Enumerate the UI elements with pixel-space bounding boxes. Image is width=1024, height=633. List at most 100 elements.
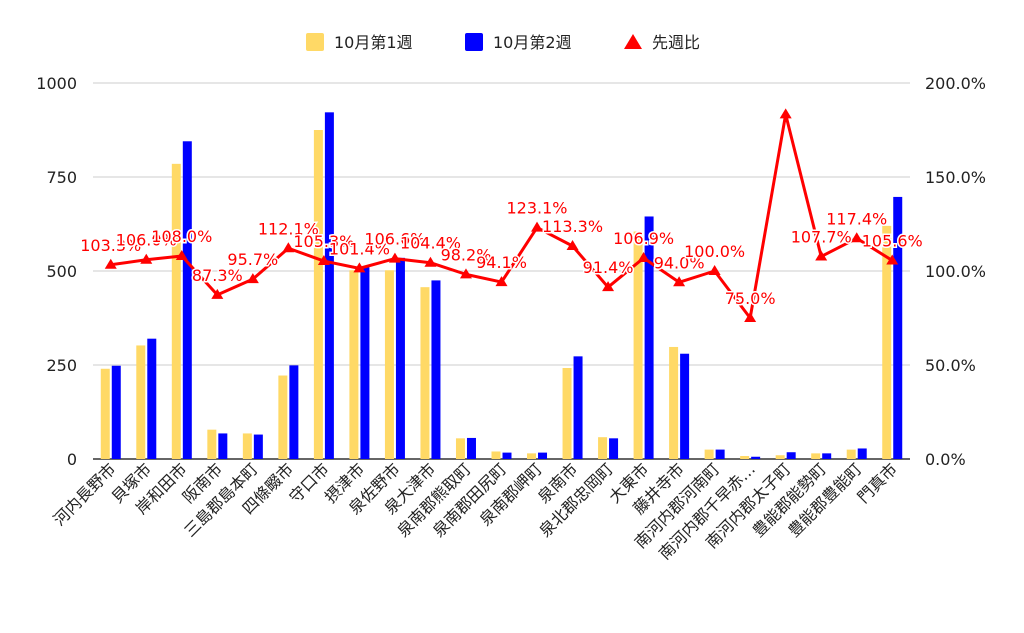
bar-week2	[218, 433, 228, 459]
right-axis-tick-label: 200.0%	[925, 74, 986, 93]
line-point-marker	[531, 221, 544, 232]
bar-week1	[136, 345, 146, 459]
bar-week1	[527, 453, 537, 459]
line-data-label: 94.0%	[654, 253, 705, 272]
line-point-marker	[708, 265, 721, 275]
bar-week2	[573, 356, 583, 459]
bar-week1	[633, 231, 643, 459]
line-point-marker	[388, 252, 401, 263]
bar-week1	[455, 438, 465, 459]
line-data-label: 123.1%	[507, 199, 568, 218]
bar-week1	[882, 225, 892, 459]
bar-week1	[171, 163, 181, 459]
left-axis-tick-label: 750	[46, 168, 77, 187]
bar-week2	[680, 353, 690, 459]
bar-week2	[502, 452, 512, 459]
bar-week2	[857, 448, 867, 459]
line-data-label: 98.2%	[441, 245, 492, 264]
x-tick-label: 門真市	[854, 459, 901, 506]
left-axis-tick-label: 500	[46, 262, 77, 281]
line-point-marker	[175, 249, 188, 260]
bar-week2	[324, 112, 334, 459]
bar-week1	[313, 130, 323, 459]
bar-week2	[538, 452, 548, 459]
legend-label-week1: 10月第1週	[334, 33, 413, 52]
line-data-label: 117.4%	[826, 209, 887, 228]
line-data-label: 105.3%	[293, 232, 354, 251]
bar-week1	[740, 455, 750, 459]
line-data-label: 107.7%	[791, 228, 852, 247]
bar-week2	[182, 141, 192, 459]
line-point-marker	[353, 262, 366, 273]
line-data-label: 113.3%	[542, 217, 603, 236]
bar-week2	[360, 267, 370, 459]
line-point-marker	[779, 108, 792, 119]
bar-week1	[207, 429, 217, 459]
line-point-marker	[424, 256, 437, 267]
legend: 10月第1週 10月第2週 先週比	[306, 33, 700, 52]
line-data-label: 106.9%	[613, 229, 674, 248]
legend-label-ratio: 先週比	[652, 33, 700, 52]
bar-series-group	[100, 112, 903, 460]
x-tick-label: 守口市	[285, 459, 332, 506]
right-axis-tick-label: 150.0%	[925, 168, 986, 187]
bar-week2	[609, 438, 619, 459]
bar-week2	[786, 452, 796, 459]
bar-week2	[751, 456, 761, 459]
line-data-label: 106.0%	[116, 231, 177, 250]
line-data-label: 108.0%	[151, 227, 212, 246]
bar-week1	[384, 270, 394, 459]
bar-week2	[893, 196, 903, 460]
left-axis-tick-label: 0	[67, 450, 77, 469]
bar-week1	[775, 455, 785, 459]
bar-week2	[715, 449, 725, 459]
bar-week1	[491, 451, 501, 459]
left-axis-tick-label: 1000	[36, 74, 77, 93]
legend-swatch-week1	[306, 33, 324, 51]
line-point-marker	[886, 254, 899, 265]
bar-week2	[822, 453, 832, 459]
left-axis-ticks: 0 250 500 750 1000	[36, 74, 77, 469]
bar-week2	[111, 365, 121, 459]
right-axis-tick-label: 100.0%	[925, 262, 986, 281]
line-point-marker	[317, 255, 330, 266]
bar-week1	[349, 270, 359, 459]
bar-week1	[669, 346, 679, 459]
line-point-marker	[744, 312, 757, 322]
line-data-label: 100.0%	[684, 242, 745, 261]
bar-week1	[562, 368, 572, 459]
right-axis-tick-label: 0.0%	[925, 450, 966, 469]
line-point-marker	[246, 273, 259, 284]
line-data-label: 101.4%	[329, 239, 390, 258]
line-point-marker	[459, 268, 472, 279]
bar-week1	[811, 453, 821, 459]
bar-week2	[253, 434, 263, 459]
legend-label-week2: 10月第2週	[493, 33, 572, 52]
line-data-label: 103.3%	[80, 236, 141, 255]
bar-week2	[395, 257, 405, 459]
line-point-marker	[282, 242, 295, 253]
bar-week1	[278, 375, 288, 459]
line-point-marker	[211, 288, 224, 299]
bar-week2	[644, 216, 654, 459]
bar-week1	[100, 368, 110, 459]
line-point-marker	[495, 276, 508, 287]
line-point-marker	[815, 250, 828, 261]
bar-week2	[431, 280, 441, 459]
line-data-label: 87.3%	[192, 266, 243, 285]
bar-week2	[466, 437, 476, 459]
legend-marker-ratio	[624, 34, 642, 49]
line-data-label: 112.1%	[258, 219, 319, 238]
right-axis-tick-label: 50.0%	[925, 356, 976, 375]
bar-week2	[289, 365, 299, 459]
bar-week1	[420, 287, 430, 459]
line-data-label: 106.6%	[364, 230, 425, 249]
line-point-marker	[104, 258, 117, 269]
x-axis-labels: 河内長野市貝塚市岸和田市阪南市三島郡島本町四條畷市守口市摂津市泉佐野市泉大津市泉…	[50, 459, 901, 563]
line-point-marker	[850, 232, 863, 243]
bar-week1	[598, 437, 608, 459]
line-data-label: 105.6%	[862, 231, 923, 250]
legend-swatch-week2	[465, 33, 483, 51]
line-point-marker	[566, 239, 579, 250]
